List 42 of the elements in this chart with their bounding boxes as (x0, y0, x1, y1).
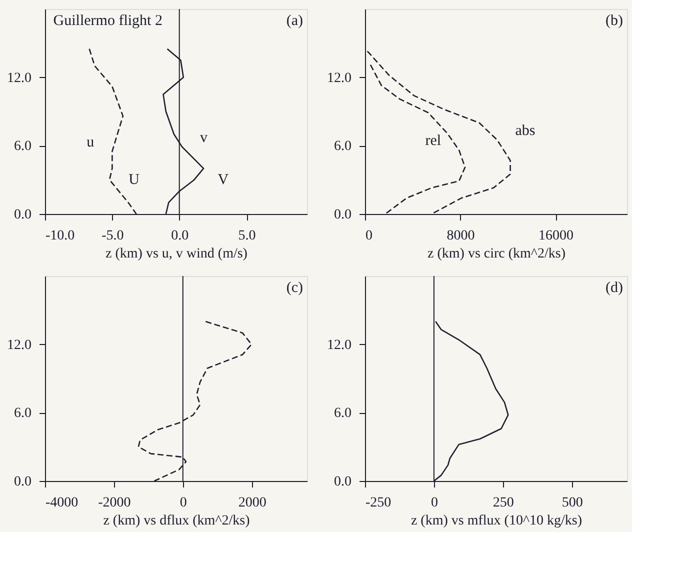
y-tick-label: 0.0 (334, 208, 352, 222)
series-label: u (86, 134, 95, 150)
x-tick-label: 2000 (238, 496, 266, 510)
annotation: (c) (286, 280, 303, 296)
annotation: (a) (286, 13, 303, 29)
x-tick-label: -250 (366, 496, 392, 510)
x-tick-label: 16000 (538, 228, 574, 244)
x-tick-label: 8000 (446, 228, 475, 244)
chart-title: Guillermo flight 2 (53, 13, 162, 29)
y-tick-label: 6.0 (14, 139, 32, 154)
y-tick-label: 6.0 (334, 406, 352, 422)
x-tick-label: 5.0 (238, 228, 256, 244)
x-axis-title: z (km) vs mflux (10^10 kg/ks) (410, 514, 582, 528)
x-tick-label: -5.0 (102, 228, 124, 244)
x-tick-label: 500 (562, 496, 583, 510)
y-tick-label: 12.0 (327, 70, 352, 86)
y-tick-label: 6.0 (14, 406, 32, 422)
y-tick-label: 12.0 (7, 70, 32, 86)
x-tick-label: -4000 (46, 496, 78, 510)
x-tick-label: 0 (430, 496, 438, 510)
x-tick-label: 250 (492, 496, 514, 510)
x-tick-label: -10.0 (46, 228, 75, 244)
annotation: V (218, 172, 229, 188)
y-tick-label: 6.0 (334, 139, 352, 154)
x-tick-label: 0 (366, 228, 372, 244)
y-tick-label: 0.0 (334, 474, 352, 490)
x-axis-title: z (km) vs circ (km^2/ks) (428, 246, 566, 262)
y-tick-label: 12.0 (327, 338, 352, 353)
annotation: (b) (606, 13, 623, 29)
annotation: U (128, 172, 140, 188)
series-label: abs (515, 122, 536, 139)
x-axis-title: z (km) vs u, v wind (m/s) (106, 246, 248, 262)
series-label: rel (425, 133, 442, 150)
y-tick-label: 0.0 (14, 474, 32, 490)
annotation: (d) (606, 280, 623, 296)
x-tick-label: 0.0 (171, 228, 189, 244)
x-tick-label: -2000 (98, 496, 131, 510)
x-tick-label: 0 (180, 496, 187, 510)
series-label: v (200, 130, 208, 146)
y-tick-label: 12.0 (7, 338, 32, 353)
x-axis-title: z (km) vs dflux (km^2/ks) (103, 514, 250, 528)
y-tick-label: 0.0 (14, 208, 32, 222)
